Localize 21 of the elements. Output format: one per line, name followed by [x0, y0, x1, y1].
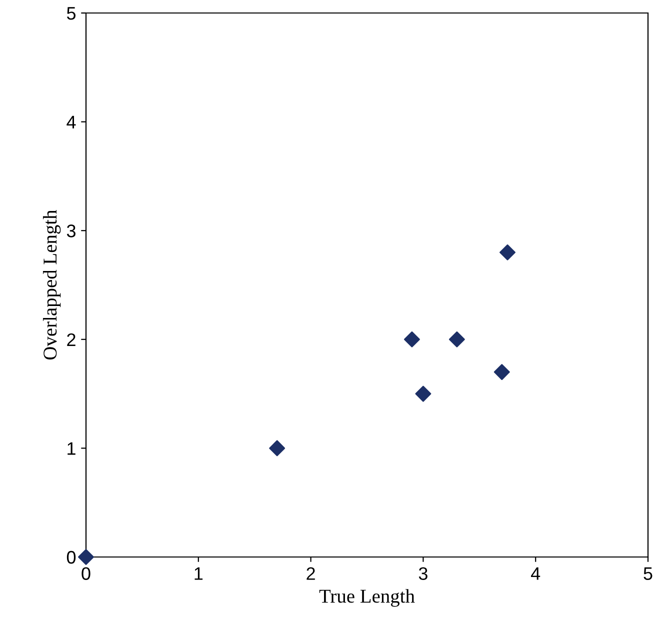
point	[448, 331, 465, 348]
point	[269, 440, 286, 456]
point	[415, 386, 432, 402]
y-tick-label: 0	[66, 550, 76, 564]
y-tick-label: 5	[66, 7, 76, 20]
point	[78, 549, 94, 565]
x-tick-label: 0	[82, 567, 90, 580]
x-tick-label: 5	[644, 567, 652, 580]
y-tick-label: 4	[66, 116, 76, 128]
x-tick-label: 4	[530, 567, 540, 580]
x-tick-label: 3	[418, 567, 428, 580]
x-axis-title: True Length	[319, 589, 415, 607]
x-tick-label: 1	[194, 567, 203, 580]
y-axis-title: Overlapped Length	[42, 210, 61, 360]
y-tick-label: 1	[68, 442, 76, 455]
point	[500, 244, 516, 260]
y-tick-label: 2	[67, 333, 76, 346]
y-tick-label: 3	[66, 224, 76, 238]
point	[404, 331, 420, 348]
x-tick-label: 2	[306, 567, 315, 580]
point	[494, 364, 510, 380]
